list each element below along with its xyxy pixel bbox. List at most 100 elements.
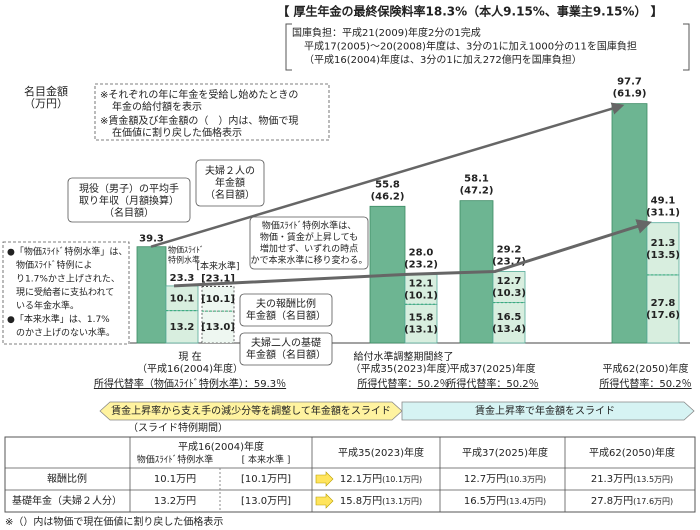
callout-box	[249, 216, 369, 270]
row-arrow	[315, 493, 334, 509]
value-label: 28.0	[409, 247, 434, 258]
band-arrow	[401, 401, 695, 421]
definition-text: いる年金水準。	[7, 300, 79, 312]
cell-part: (13.5万円)	[633, 475, 673, 484]
value-label: 12.1	[409, 278, 434, 289]
table-cell: 16.5万円(13.4万円)	[464, 496, 546, 507]
category-label: 平成62(2050)年度	[603, 362, 689, 375]
real-value-label: (17.6)	[646, 310, 680, 321]
callout-text: 現役（男子）の平均手	[79, 182, 179, 195]
value-label: 13.2	[170, 322, 195, 333]
definition-text: ●「本来水準」は、1.7%	[7, 313, 110, 325]
definition-text: のかさ上げのない水準。	[7, 327, 115, 339]
callout-text: 特例水準	[168, 255, 200, 265]
earnings-segment	[492, 271, 526, 303]
category-label: （平成35(2023)年度）	[351, 362, 457, 375]
basic-segment	[492, 302, 526, 344]
real-value-label: (23.7)	[492, 256, 526, 267]
callout-text: 増加せず、いずれの時点	[260, 243, 358, 255]
basic-segment	[165, 310, 199, 344]
subsidy-note: 平成17(2005)～20(2008)年度は、3分の1に加え1000分の11を国…	[304, 40, 637, 53]
row-label: 基礎年金（夫婦２人分）	[12, 494, 122, 507]
definition-text: ●「物価ｽﾗｲﾄﾞ特例水準」は、	[7, 246, 127, 258]
callout-text: 物価ｽﾗｲﾄﾞ特例水準は、	[262, 220, 357, 232]
table-header: 平成62(2050)年度	[589, 446, 675, 459]
value-label: 23.3	[170, 273, 195, 284]
callout-text: 年金額（名目額）	[246, 348, 326, 361]
table-header: [ 本来水準 ]	[242, 454, 291, 466]
callout-text: 取り年収（月額換算）	[79, 194, 179, 207]
value-label: 27.8	[651, 298, 676, 309]
real-value-label: (47.2)	[460, 186, 494, 197]
earnings-segment	[165, 285, 199, 312]
value-label: 10.1	[170, 293, 195, 304]
table-cell: [13.0万円]	[241, 496, 291, 507]
earnings-segment	[646, 222, 680, 276]
subsidy-note: 国庫負担：平成21(2009)年度2分の1完成	[292, 26, 481, 39]
cell-part: 16.5万円	[464, 496, 506, 507]
y-axis-label: 名目金額	[24, 84, 68, 98]
pension-trend	[173, 219, 652, 288]
table-cell: 10.1万円	[154, 474, 196, 485]
basic-segment	[646, 274, 680, 344]
callout-text: （名目額）	[104, 206, 154, 219]
value-label: 39.3	[139, 234, 164, 245]
callout-box	[67, 177, 191, 223]
category-label: （平成16(2004)年度）	[137, 362, 243, 375]
cell-part: (17.6万円)	[633, 497, 673, 506]
value-label: 55.8	[375, 179, 400, 190]
real-value-label: (13.5)	[646, 250, 680, 261]
value-label: 15.8	[409, 313, 434, 324]
real-value-label: (31.1)	[646, 208, 680, 219]
table-header: 物価ｽﾗｲﾄﾞ特例水準	[137, 454, 214, 466]
cell-part: (13.1万円)	[382, 497, 422, 506]
note: 在価値に割り戻した価格表示	[112, 126, 242, 139]
replacement-rate: 所得代替率：50.2％	[599, 377, 691, 390]
note: 年金の給付額を表示	[112, 100, 202, 113]
table-cell: [10.1万円]	[241, 474, 291, 485]
table-cell: 12.7万円(10.3万円)	[464, 474, 546, 485]
real-value-label: (13.4)	[492, 324, 526, 335]
table-cell: 21.3万円(13.5万円)	[591, 474, 673, 485]
alt-value-label: [13.0]	[201, 322, 235, 333]
callout-text: 夫の報酬比例	[256, 297, 316, 310]
band-text: 賃金上昇率で年金額をスライド	[475, 404, 615, 417]
category-label: 給付水準調整期間終了	[354, 350, 454, 363]
alt-value-label: [23.1]	[201, 273, 235, 284]
callout-text: 物価ｽﾗｲﾄﾞ	[168, 245, 204, 255]
value-label: 12.7	[497, 276, 522, 287]
table-frame	[4, 436, 696, 513]
callout-text: （名目額）	[205, 188, 255, 201]
note: ※それぞれの年に年金を受給し始めたときの	[100, 88, 298, 101]
value-label: 29.2	[497, 244, 522, 255]
definition-text: 物価ｽﾗｲﾄﾞ特例によ	[7, 259, 93, 271]
callout-text: かで本来水準に移り変わる。	[250, 254, 367, 266]
bracket	[285, 23, 690, 71]
callout-text: 夫婦二人の基礎	[251, 336, 321, 349]
table-cell: 12.1万円(10.1万円)	[340, 474, 422, 485]
callout-text: 物価・賃金が上昇しても	[260, 231, 358, 243]
cell-part: 13.2万円	[154, 496, 196, 507]
definition-text: り1.7%かさ上げされた、	[7, 274, 120, 285]
footnote: ※（）内は物価で現在価値に割り戻した価格表示	[5, 515, 223, 528]
value-label: 58.1	[464, 174, 489, 185]
table-header: 平成37(2025)年度	[462, 446, 548, 459]
band-text: 賃金上昇率から支え手の減少分等を調整して年金額をスライド	[111, 404, 391, 417]
real-value-label: (46.2)	[371, 191, 405, 202]
notes-box	[94, 83, 330, 141]
alt-level-label: [本来水準]	[196, 260, 239, 272]
replacement-rate: 所得代替率：50.2％	[357, 377, 449, 390]
real-value-label: (10.3)	[492, 288, 526, 299]
table-header: 平成16(2004)年度	[178, 440, 264, 453]
category-label: 平成37(2025)年度	[450, 362, 536, 375]
value-label: 97.7	[617, 77, 642, 88]
row-arrow	[315, 471, 334, 487]
wage-bar	[136, 246, 167, 344]
cell-part: 12.1万円	[340, 474, 382, 485]
table-cell: 15.8万円(13.1万円)	[340, 496, 422, 507]
y-axis-label: （万円）	[24, 97, 68, 110]
callout-text: 年金額（名目額）	[246, 309, 326, 322]
replacement-rate: 所得代替率：50.2％	[446, 377, 538, 390]
cell-part: 15.8万円	[340, 496, 382, 507]
